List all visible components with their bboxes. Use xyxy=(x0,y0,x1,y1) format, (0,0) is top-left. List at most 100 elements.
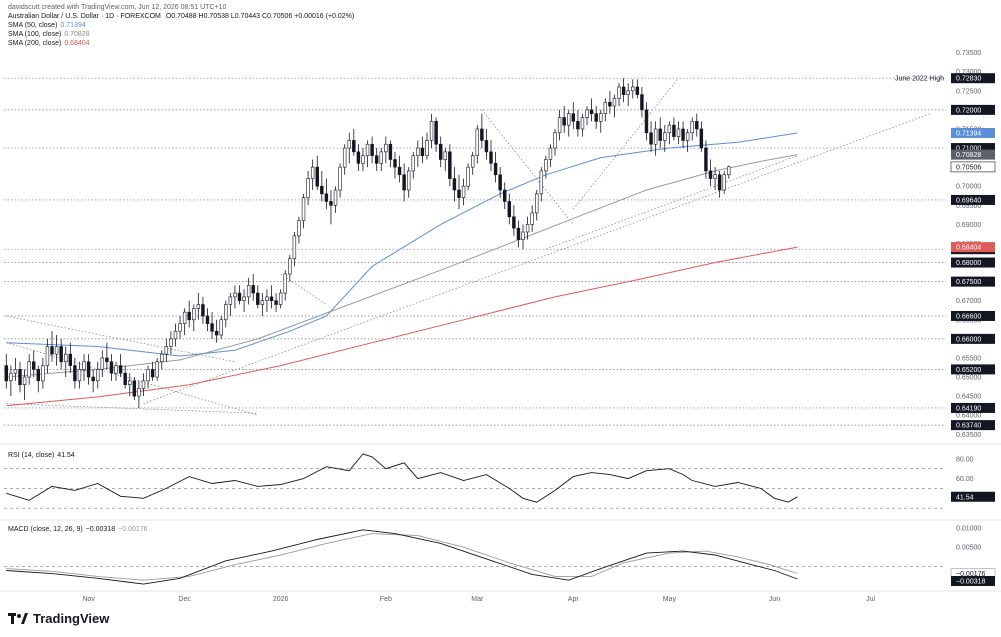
candle-up xyxy=(9,372,13,382)
trendline xyxy=(6,315,235,363)
candle-up xyxy=(690,121,694,134)
candle-down xyxy=(123,372,127,385)
level-badge xyxy=(951,402,995,413)
candle-up xyxy=(603,101,608,114)
candle-up xyxy=(521,231,525,240)
candle-up xyxy=(663,132,667,141)
sma200-value: 0.68404 xyxy=(64,40,90,47)
candle-down xyxy=(187,311,191,321)
candle-down xyxy=(329,201,333,206)
candle-up xyxy=(338,166,342,191)
candle-down xyxy=(402,174,406,191)
candle-up xyxy=(685,132,690,141)
candle-up xyxy=(100,357,105,370)
candle-up xyxy=(141,380,146,389)
level-badge-label: 0.63740 xyxy=(956,423,981,430)
rsi-legend[interactable]: RSI (14, close) 41.54 xyxy=(8,451,78,460)
candle-down xyxy=(571,113,576,122)
candle-up xyxy=(292,235,297,260)
sma200-legend[interactable]: SMA (200, close) 0.68404 xyxy=(8,39,357,48)
sma100-legend[interactable]: SMA (100, close) 0.70828 xyxy=(8,30,357,39)
price-tick-label: 0.64000 xyxy=(956,413,981,420)
candle-up xyxy=(580,117,585,130)
trendline xyxy=(6,342,258,416)
macd-legend[interactable]: MACD (close, 12, 26, 9) −0.00318 −0.00176 xyxy=(8,525,151,534)
signal-value: −0.00176 xyxy=(118,526,148,533)
time-axis-label: Mar xyxy=(471,596,484,603)
trendline xyxy=(280,273,327,305)
level-badge-label: 0.67500 xyxy=(956,279,981,286)
candle-down xyxy=(493,163,498,176)
price-badge xyxy=(951,128,995,139)
price-tick-label: 0.69500 xyxy=(956,203,981,210)
candle-up xyxy=(626,90,630,95)
chart-legend: davidscutt created with TradingView.com,… xyxy=(8,3,357,48)
level-badge-label: 0.64190 xyxy=(956,405,981,412)
candle-down xyxy=(150,369,155,378)
time-axis-label: Jul xyxy=(866,596,875,603)
candle-up xyxy=(219,319,223,336)
level-badge-label: 0.65200 xyxy=(956,367,981,374)
level-badge-label: 0.71000 xyxy=(956,146,981,153)
candle-down xyxy=(438,143,443,160)
candle-down xyxy=(374,155,379,164)
sma200-label: SMA (200, close) xyxy=(8,40,62,47)
price-badge xyxy=(951,242,995,253)
candle-up xyxy=(41,365,45,382)
candle-up xyxy=(429,121,434,141)
candle-up xyxy=(425,140,429,156)
candle-down xyxy=(274,300,278,305)
candle-down xyxy=(32,361,36,370)
candle-up xyxy=(585,109,589,118)
candle-down xyxy=(681,128,685,141)
candle-up xyxy=(631,86,635,92)
candle-down xyxy=(397,166,402,176)
sma50-line xyxy=(6,132,798,357)
candle-up xyxy=(365,143,370,156)
rsi-value-badge-label: 41.54 xyxy=(956,494,974,501)
candle-up xyxy=(64,353,68,363)
candle-down xyxy=(512,216,516,229)
candle-up xyxy=(461,185,466,198)
trendline xyxy=(6,403,258,414)
candle-up xyxy=(676,128,681,137)
candle-up xyxy=(54,346,59,355)
candle-down xyxy=(420,147,425,156)
candle-up xyxy=(475,128,480,156)
candle-down xyxy=(489,151,493,164)
symbol-title[interactable]: Australian Dollar / U.S. Dollar · 1D · F… xyxy=(8,13,161,20)
candle-down xyxy=(658,128,662,141)
candle-up xyxy=(411,155,415,172)
candle-down xyxy=(132,380,137,397)
candle-up xyxy=(713,174,717,179)
candle-up xyxy=(553,132,557,149)
tradingview-brand: TradingView xyxy=(33,611,110,626)
candle-up xyxy=(567,113,571,126)
time-axis-label: Nov xyxy=(82,596,95,603)
symbol-line: Australian Dollar / U.S. Dollar · 1D · F… xyxy=(8,12,357,21)
candle-down xyxy=(576,121,580,130)
sma50-value: 0.71394 xyxy=(60,22,86,29)
candle-up xyxy=(192,308,196,321)
candle-down xyxy=(86,361,91,378)
level-badge xyxy=(951,73,995,84)
rsi-tick-label: 60.00 xyxy=(956,476,974,483)
tradingview-logo-icon xyxy=(8,612,28,624)
candle-up xyxy=(525,224,530,233)
candle-down xyxy=(118,365,123,374)
candle-up xyxy=(27,361,31,378)
candle-down xyxy=(324,193,329,202)
rsi-tick-label: 80.00 xyxy=(956,456,974,463)
sma50-legend[interactable]: SMA (50, close) 0.71394 xyxy=(8,21,357,30)
candle-down xyxy=(356,151,361,164)
macd-line xyxy=(6,529,798,585)
candle-down xyxy=(388,143,393,160)
candle-up xyxy=(128,380,132,385)
price-tick-label: 0.73500 xyxy=(956,50,981,57)
candle-up xyxy=(539,170,544,195)
candle-down xyxy=(434,121,438,145)
candle-down xyxy=(507,201,512,218)
candle-down xyxy=(448,151,452,179)
macd-signal-line xyxy=(6,533,798,581)
